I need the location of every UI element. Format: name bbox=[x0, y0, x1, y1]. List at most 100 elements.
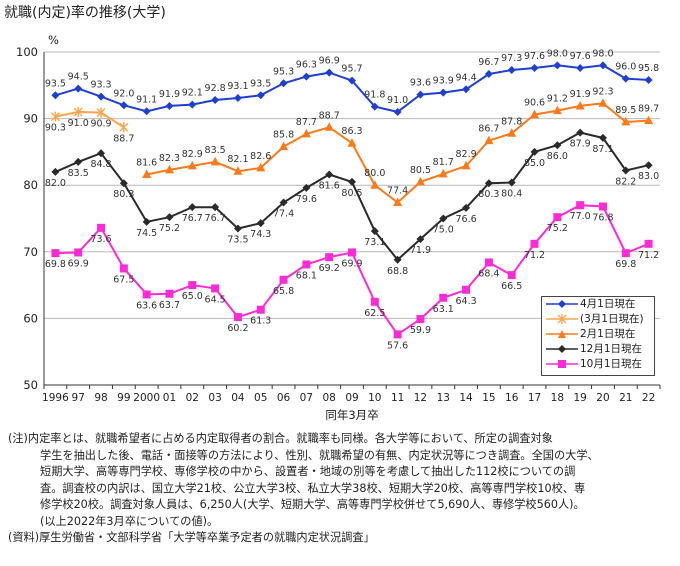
data-label: 76.6 bbox=[455, 214, 476, 225]
data-point bbox=[164, 164, 174, 174]
data-point bbox=[279, 79, 288, 88]
data-label: 83.0 bbox=[638, 171, 659, 182]
note-line: (注)内定率とは、就職希望者に占める内定取得者の割合。就職率も同様。各大学等にお… bbox=[8, 432, 553, 445]
data-label: 93.6 bbox=[410, 78, 431, 89]
data-label: 91.9 bbox=[159, 89, 180, 100]
x-tick-label: 01 bbox=[163, 392, 176, 404]
data-point bbox=[51, 91, 60, 100]
data-label: 92.0 bbox=[113, 88, 134, 99]
x-axis-title: 同年3月卒 bbox=[325, 408, 378, 422]
data-point bbox=[97, 92, 106, 101]
data-point bbox=[644, 161, 653, 170]
data-point bbox=[279, 275, 288, 284]
data-label: 79.6 bbox=[296, 194, 317, 205]
data-point bbox=[416, 315, 425, 324]
data-label: 82.9 bbox=[182, 149, 203, 160]
legend-item-mar1: (3月1日現在) bbox=[542, 312, 654, 327]
data-label: 85.0 bbox=[524, 158, 545, 169]
data-label: 60.2 bbox=[227, 323, 248, 334]
data-point bbox=[210, 156, 220, 166]
data-label: 87.9 bbox=[570, 139, 591, 150]
data-point bbox=[279, 141, 289, 151]
data-point bbox=[302, 72, 311, 81]
data-label: 64.3 bbox=[455, 296, 476, 307]
data-label: 86.0 bbox=[547, 151, 568, 162]
data-label: 69.9 bbox=[341, 258, 362, 269]
data-label: 59.9 bbox=[410, 325, 431, 336]
data-point bbox=[256, 91, 265, 100]
y-tick-label: 70 bbox=[23, 245, 38, 259]
data-point bbox=[348, 76, 356, 85]
data-point bbox=[142, 290, 151, 299]
note-line: 短期大学、高等専門学校、専修学校の中から、設置者・地域の別等を考慮して抽出した1… bbox=[40, 465, 576, 478]
data-point bbox=[96, 107, 106, 118]
data-point bbox=[256, 219, 265, 228]
data-label: 97.3 bbox=[501, 53, 522, 64]
data-label: 90.3 bbox=[45, 123, 66, 134]
data-point bbox=[74, 157, 83, 166]
data-point bbox=[393, 107, 402, 116]
source-line: (資料)厚生労働省・文部科学省「大学等卒業予定者の就職内定状況調査」 bbox=[8, 531, 375, 544]
data-label: 63.7 bbox=[159, 300, 180, 311]
x-tick-label: 03 bbox=[208, 392, 221, 404]
data-label: 91.9 bbox=[570, 89, 591, 100]
data-point bbox=[575, 100, 585, 110]
data-point bbox=[553, 213, 562, 222]
data-point bbox=[256, 162, 266, 172]
data-point bbox=[621, 74, 630, 83]
x-tick-label: 1996 bbox=[42, 392, 69, 404]
data-label: 93.3 bbox=[90, 80, 111, 91]
data-point bbox=[51, 249, 60, 258]
data-label: 86.3 bbox=[341, 126, 362, 137]
x-tick-label: 17 bbox=[528, 392, 541, 404]
data-point bbox=[119, 122, 129, 133]
data-label: 97.6 bbox=[524, 51, 545, 62]
data-label: 62.5 bbox=[364, 308, 385, 319]
data-label: 57.6 bbox=[387, 340, 408, 351]
data-point bbox=[165, 289, 174, 298]
data-point bbox=[530, 239, 539, 248]
x-tick-label: 07 bbox=[300, 392, 313, 404]
data-label: 69.9 bbox=[68, 258, 89, 269]
data-point bbox=[439, 88, 448, 97]
data-label: 98.0 bbox=[547, 48, 568, 59]
data-point bbox=[279, 198, 288, 207]
data-point bbox=[576, 63, 585, 72]
x-tick-label: 21 bbox=[619, 392, 632, 404]
x-tick-label: 13 bbox=[437, 392, 450, 404]
data-point bbox=[50, 111, 60, 122]
data-point bbox=[233, 166, 243, 175]
data-label: 82.3 bbox=[159, 153, 180, 164]
data-label: 96.9 bbox=[319, 56, 340, 67]
x-tick-label: 20 bbox=[596, 392, 609, 404]
data-point bbox=[165, 101, 174, 110]
y-tick-label: 80 bbox=[23, 178, 38, 192]
data-label: 95.3 bbox=[273, 66, 294, 77]
note-line: 学生を抽出した後、電話・面接等の方法により、性別、就職希望の有無、内定状況等につ… bbox=[40, 448, 599, 462]
data-point bbox=[530, 109, 540, 119]
data-label: 64.5 bbox=[205, 294, 226, 305]
y-tick-label: 50 bbox=[23, 378, 38, 392]
data-label: 88.7 bbox=[319, 110, 340, 121]
x-tick-label: 18 bbox=[551, 392, 564, 404]
data-label: 92.8 bbox=[205, 83, 226, 94]
data-label: 63.1 bbox=[433, 304, 454, 315]
data-label: 67.5 bbox=[113, 274, 134, 285]
data-point bbox=[439, 293, 448, 302]
data-label: 83.5 bbox=[205, 145, 226, 156]
data-label: 87.8 bbox=[501, 116, 522, 127]
data-label: 91.2 bbox=[547, 94, 568, 105]
data-point bbox=[370, 180, 380, 189]
data-point bbox=[439, 214, 448, 223]
data-point bbox=[416, 90, 425, 99]
data-point bbox=[325, 253, 334, 262]
data-label: 73.6 bbox=[90, 234, 111, 245]
data-label: 82.0 bbox=[45, 178, 66, 189]
data-label: 96.7 bbox=[478, 57, 499, 68]
x-tick-label: 05 bbox=[254, 392, 267, 404]
data-point bbox=[621, 166, 630, 175]
data-point bbox=[621, 249, 630, 258]
data-point bbox=[462, 203, 471, 212]
legend-item-oct1: 10月1日現在 bbox=[542, 357, 654, 372]
data-point bbox=[142, 107, 151, 116]
